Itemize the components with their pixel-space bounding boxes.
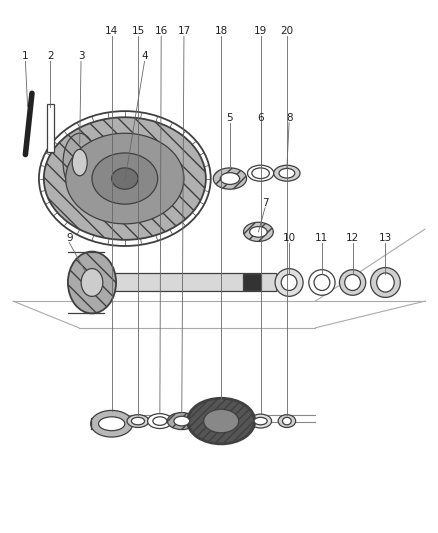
Ellipse shape bbox=[281, 274, 297, 290]
Ellipse shape bbox=[309, 270, 335, 295]
Text: 2: 2 bbox=[47, 51, 54, 61]
Text: 11: 11 bbox=[315, 232, 328, 243]
Text: 12: 12 bbox=[346, 232, 359, 243]
Ellipse shape bbox=[68, 252, 116, 313]
Ellipse shape bbox=[244, 222, 273, 241]
Ellipse shape bbox=[345, 274, 360, 290]
Text: 5: 5 bbox=[226, 112, 233, 123]
Ellipse shape bbox=[99, 417, 125, 431]
Ellipse shape bbox=[167, 413, 196, 430]
Ellipse shape bbox=[112, 168, 138, 189]
Ellipse shape bbox=[92, 153, 158, 204]
Text: 9: 9 bbox=[66, 232, 73, 243]
Bar bbox=[243, 274, 261, 290]
Ellipse shape bbox=[254, 417, 267, 425]
Ellipse shape bbox=[81, 269, 103, 296]
Ellipse shape bbox=[250, 414, 272, 428]
Ellipse shape bbox=[250, 227, 267, 237]
Ellipse shape bbox=[66, 133, 184, 224]
Ellipse shape bbox=[274, 165, 300, 181]
Ellipse shape bbox=[148, 414, 172, 429]
Ellipse shape bbox=[339, 270, 366, 295]
Ellipse shape bbox=[188, 399, 254, 443]
Ellipse shape bbox=[153, 417, 167, 425]
Ellipse shape bbox=[279, 168, 295, 178]
Bar bbox=[47, 104, 54, 152]
Text: 4: 4 bbox=[141, 51, 148, 61]
Text: 19: 19 bbox=[254, 26, 267, 36]
Text: 20: 20 bbox=[280, 26, 293, 36]
Ellipse shape bbox=[44, 117, 206, 240]
Ellipse shape bbox=[174, 416, 190, 426]
Text: 16: 16 bbox=[155, 26, 168, 36]
Ellipse shape bbox=[278, 415, 296, 427]
Text: 1: 1 bbox=[22, 51, 29, 61]
Ellipse shape bbox=[275, 269, 303, 296]
Text: 18: 18 bbox=[215, 26, 228, 36]
Text: 15: 15 bbox=[131, 26, 145, 36]
Ellipse shape bbox=[72, 149, 87, 176]
Ellipse shape bbox=[213, 168, 247, 189]
Text: 3: 3 bbox=[78, 51, 85, 61]
Ellipse shape bbox=[220, 173, 240, 184]
Text: 13: 13 bbox=[379, 232, 392, 243]
Ellipse shape bbox=[371, 268, 400, 297]
Ellipse shape bbox=[63, 133, 96, 192]
Ellipse shape bbox=[127, 415, 149, 427]
Ellipse shape bbox=[252, 168, 269, 179]
Text: 17: 17 bbox=[177, 26, 191, 36]
Text: 6: 6 bbox=[257, 112, 264, 123]
Text: 14: 14 bbox=[105, 26, 118, 36]
Ellipse shape bbox=[247, 165, 274, 181]
Ellipse shape bbox=[204, 409, 239, 433]
Text: 7: 7 bbox=[261, 198, 268, 208]
Text: 10: 10 bbox=[283, 232, 296, 243]
Ellipse shape bbox=[283, 417, 291, 425]
Ellipse shape bbox=[377, 273, 394, 292]
Text: 8: 8 bbox=[286, 112, 293, 123]
FancyBboxPatch shape bbox=[93, 273, 277, 292]
Ellipse shape bbox=[131, 417, 145, 425]
Ellipse shape bbox=[314, 274, 330, 290]
Ellipse shape bbox=[91, 410, 133, 437]
